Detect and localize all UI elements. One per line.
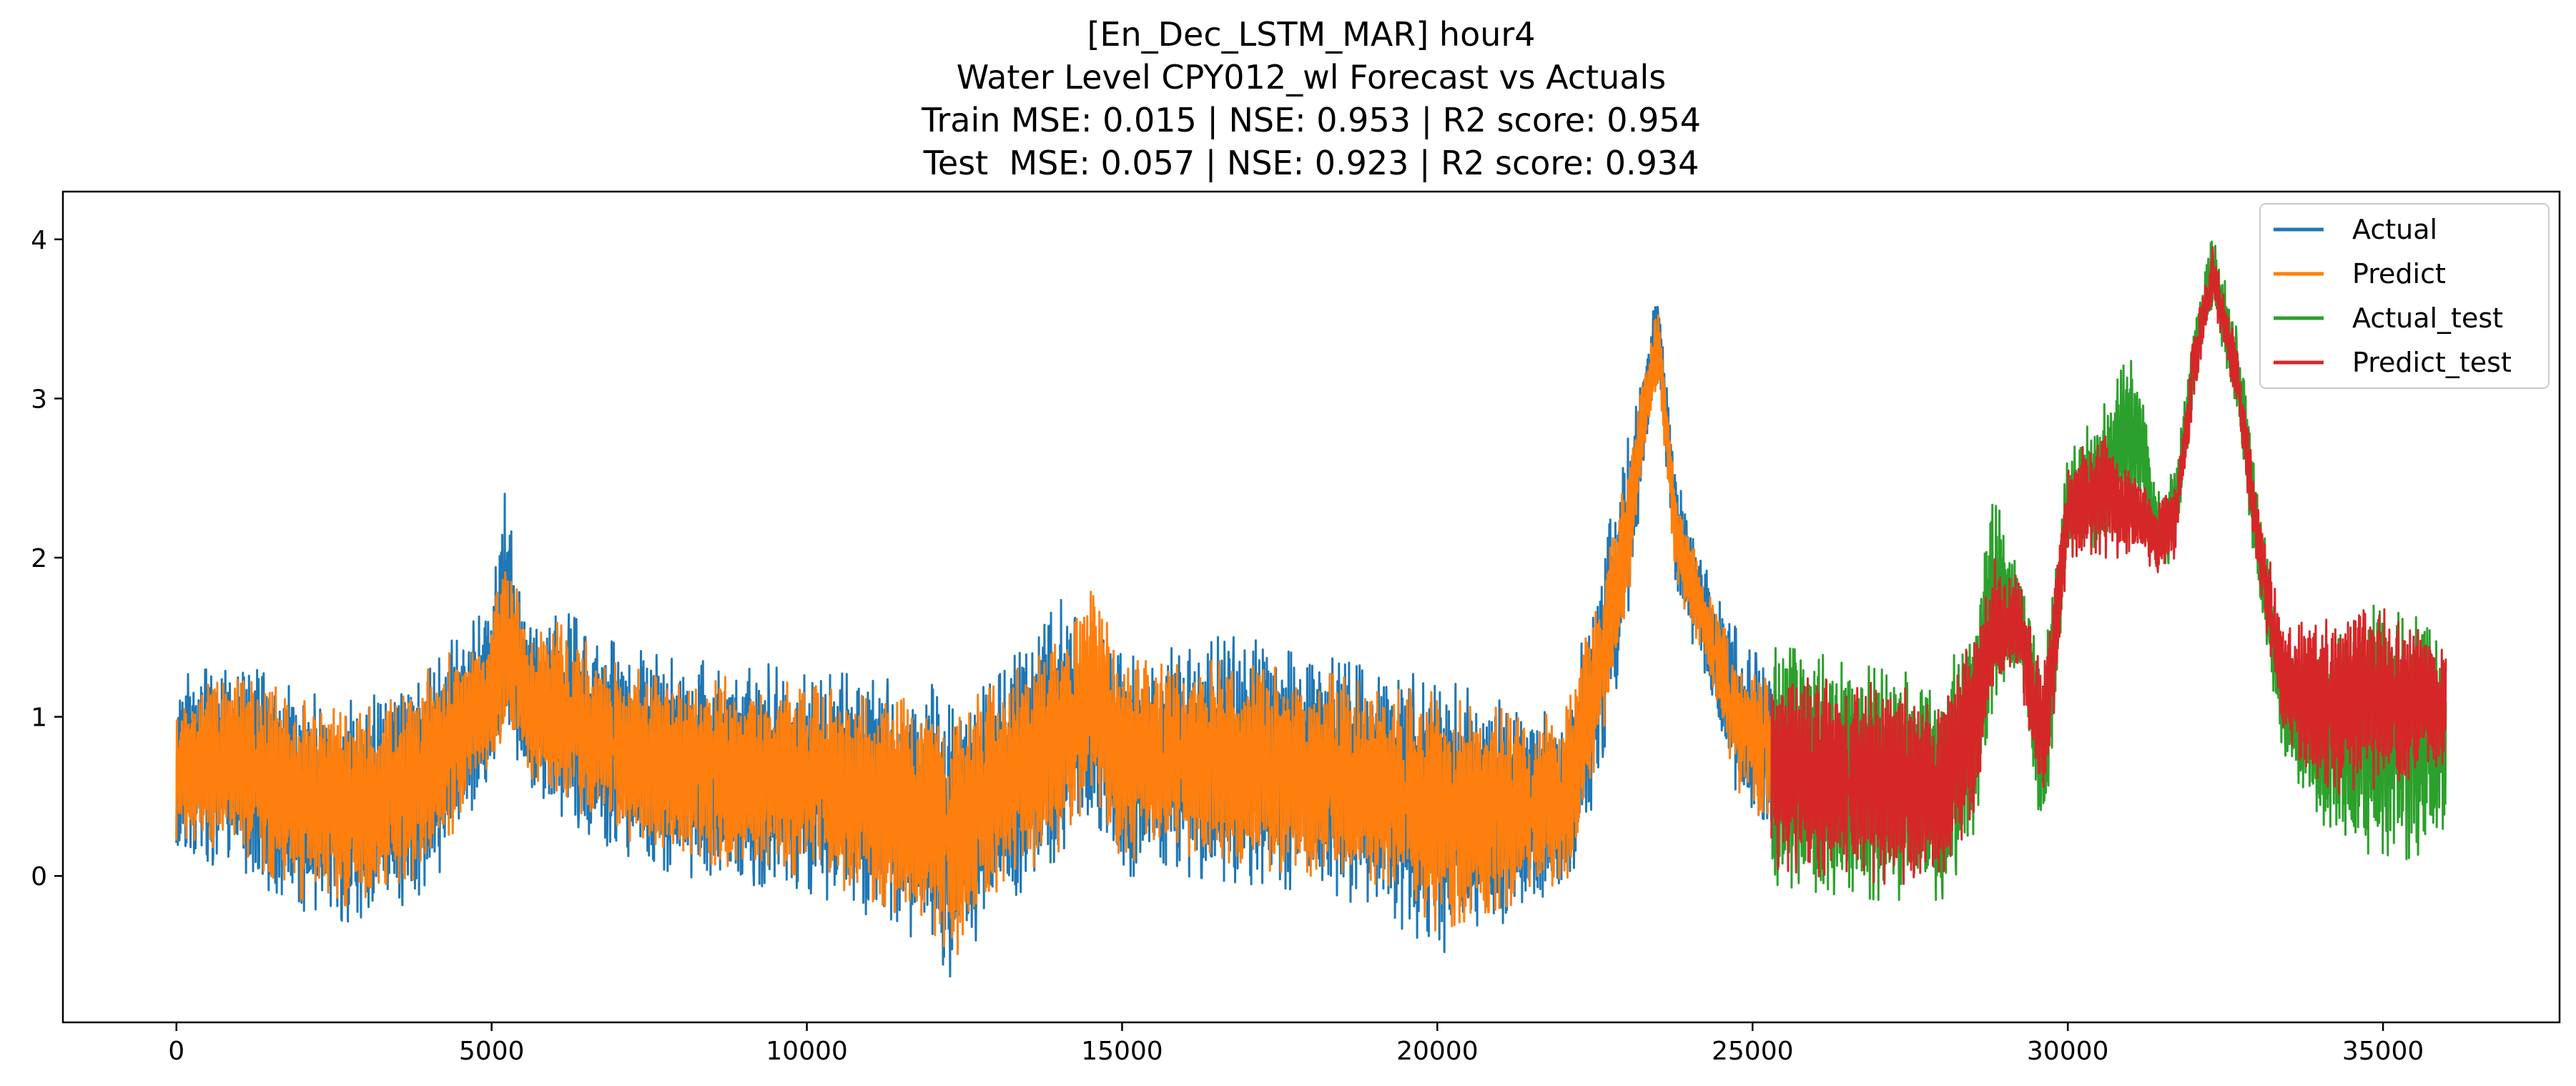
- y-tick-label: 2: [31, 544, 47, 573]
- plot-area-frame: [61, 190, 2561, 1024]
- x-tick-label: 10000: [766, 1037, 848, 1066]
- plot-series-group: [175, 240, 2447, 978]
- y-axis: 0 1 2 3 4: [31, 226, 63, 892]
- legend-label-actual-test: Actual_test: [2352, 302, 2503, 334]
- y-tick-label: 1: [31, 704, 47, 733]
- chart-title-line-3: Train MSE: 0.015 | NSE: 0.953 | R2 score…: [921, 101, 1701, 140]
- x-tick-label: 5000: [459, 1037, 525, 1066]
- x-tick-label: 15000: [1081, 1037, 1163, 1066]
- x-tick-label: 25000: [1712, 1037, 1794, 1066]
- series-line-predict-test: [1770, 246, 2447, 885]
- legend-label-actual: Actual: [2352, 214, 2437, 245]
- legend-label-predict-test: Predict_test: [2352, 347, 2512, 378]
- legend-box: [2259, 203, 2550, 389]
- x-tick-label: 0: [168, 1037, 184, 1066]
- x-tick-label: 30000: [2027, 1037, 2109, 1066]
- y-tick-label: 3: [31, 385, 47, 414]
- series-line-predict: [175, 314, 1772, 955]
- chart-title-line-1: [En_Dec_LSTM_MAR] hour4: [1087, 15, 1535, 54]
- chart-title-line-2: Water Level CPY012_wl Forecast vs Actual…: [957, 58, 1667, 97]
- legend: Actual Predict Actual_test Predict_test: [2259, 203, 2550, 389]
- x-axis: 0 5000 10000 15000 20000 25000 30000 35000: [168, 1022, 2424, 1066]
- chart-title-line-4: Test MSE: 0.057 | NSE: 0.923 | R2 score:…: [923, 144, 1699, 183]
- legend-label-predict: Predict: [2352, 258, 2446, 290]
- y-tick-label: 0: [31, 862, 47, 892]
- y-tick-label: 4: [31, 226, 47, 255]
- x-tick-label: 35000: [2342, 1037, 2424, 1066]
- x-tick-label: 20000: [1396, 1037, 1479, 1066]
